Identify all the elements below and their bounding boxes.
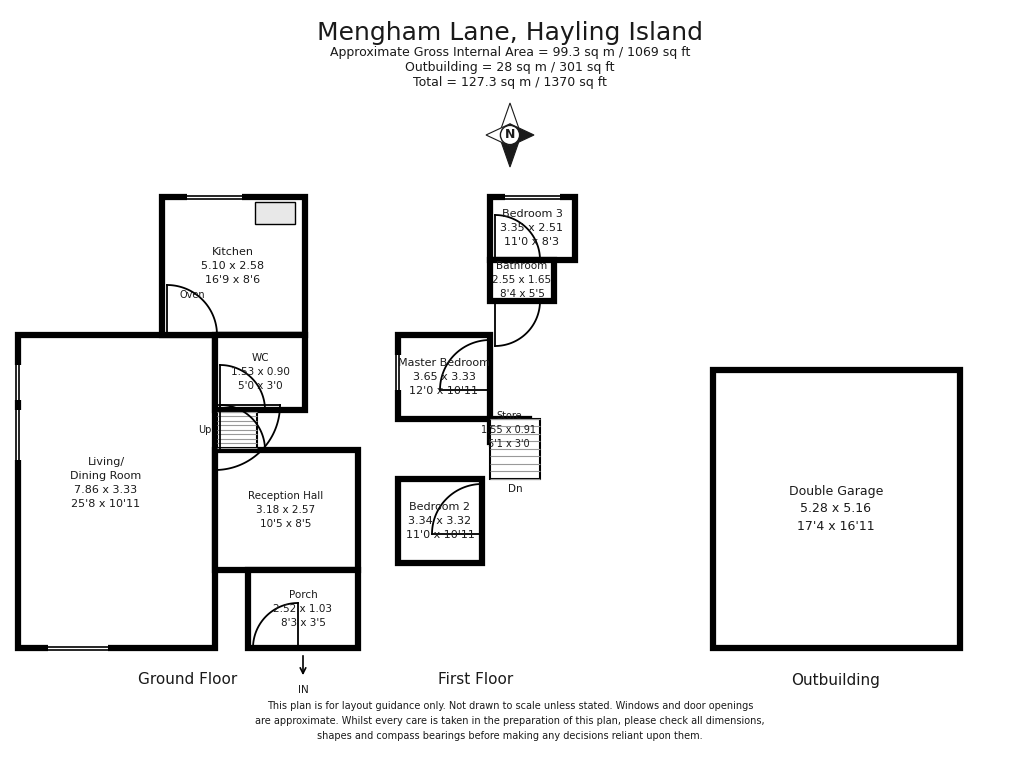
Bar [489, 197, 575, 260]
Text: Kitchen
5.10 x 2.58
16'9 x 8'6: Kitchen 5.10 x 2.58 16'9 x 8'6 [201, 247, 264, 285]
Polygon shape [498, 135, 521, 167]
Bar [489, 419, 529, 442]
Bar [215, 335, 305, 410]
Bar [489, 419, 539, 479]
Bar [397, 335, 489, 419]
Bar [489, 260, 553, 301]
Text: IN: IN [298, 685, 308, 695]
Bar [397, 479, 482, 563]
Text: This plan is for layout guidance only. Not drawn to scale unless stated. Windows: This plan is for layout guidance only. N… [255, 701, 764, 741]
Text: First Floor: First Floor [438, 673, 514, 688]
Bar [215, 450, 358, 570]
Bar [162, 197, 305, 335]
Text: Master Bedroom
3.65 x 3.33
12'0 x 10'11: Master Bedroom 3.65 x 3.33 12'0 x 10'11 [397, 358, 489, 396]
Text: WC
1.53 x 0.90
5'0 x 3'0: WC 1.53 x 0.90 5'0 x 3'0 [230, 353, 289, 391]
Text: Outbuilding: Outbuilding [791, 673, 879, 688]
Text: Outbuilding = 28 sq m / 301 sq ft: Outbuilding = 28 sq m / 301 sq ft [405, 61, 614, 74]
Text: Reception Hall
3.18 x 2.57
10'5 x 8'5: Reception Hall 3.18 x 2.57 10'5 x 8'5 [249, 491, 323, 529]
Text: N: N [504, 128, 515, 141]
Text: Ground Floor: Ground Floor [139, 673, 237, 688]
Polygon shape [510, 124, 534, 146]
Text: Mengham Lane, Hayling Island: Mengham Lane, Hayling Island [317, 21, 702, 46]
Text: Total = 127.3 sq m / 1370 sq ft: Total = 127.3 sq m / 1370 sq ft [413, 76, 606, 89]
Text: Double Garage
5.28 x 5.16
17'4 x 16'11: Double Garage 5.28 x 5.16 17'4 x 16'11 [788, 485, 882, 534]
Bar [217, 412, 257, 448]
Text: Bedroom 3
3.35 x 2.51
11'0 x 8'3: Bedroom 3 3.35 x 2.51 11'0 x 8'3 [500, 209, 562, 247]
Bar [255, 202, 294, 224]
Text: Porch
2.52 x 1.03
8'3 x 3'5: Porch 2.52 x 1.03 8'3 x 3'5 [273, 590, 332, 628]
Text: Dn: Dn [507, 484, 522, 494]
Text: Living/
Dining Room
7.86 x 3.33
25'8 x 10'11: Living/ Dining Room 7.86 x 3.33 25'8 x 1… [70, 457, 142, 509]
Text: Bedroom 2
3.34 x 3.32
11'0 x 10'11: Bedroom 2 3.34 x 3.32 11'0 x 10'11 [406, 502, 474, 540]
Text: Bathroom
2.55 x 1.65
8'4 x 5'5: Bathroom 2.55 x 1.65 8'4 x 5'5 [492, 261, 551, 299]
Text: Oven: Oven [179, 290, 206, 300]
Polygon shape [485, 124, 510, 146]
Text: Up: Up [199, 425, 212, 435]
Bar [712, 370, 959, 648]
Text: Store
1.55 x 0.91
5'1 x 3'0: Store 1.55 x 0.91 5'1 x 3'0 [481, 411, 536, 449]
Text: Approximate Gross Internal Area = 99.3 sq m / 1069 sq ft: Approximate Gross Internal Area = 99.3 s… [329, 46, 690, 59]
Polygon shape [498, 103, 521, 135]
Circle shape [500, 125, 519, 144]
Bar [18, 335, 215, 648]
Bar [248, 570, 358, 648]
